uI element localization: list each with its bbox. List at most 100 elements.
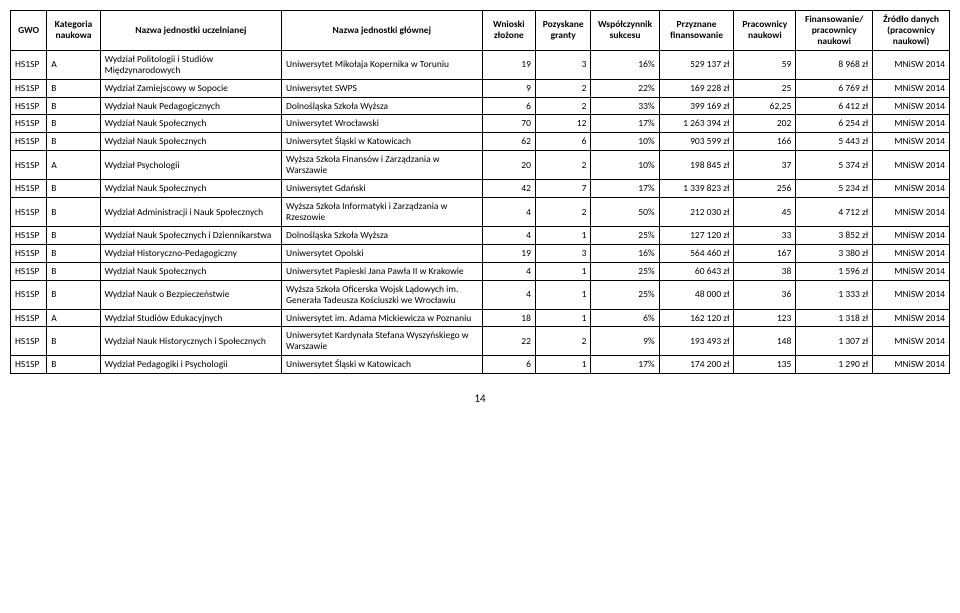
cell-pf: 903 599 zł [659, 133, 734, 151]
cell-ws: 25% [591, 280, 659, 309]
cell-pg: 2 [535, 198, 590, 227]
cell-zd: MNiSW 2014 [873, 262, 950, 280]
cell-kat: B [47, 180, 100, 198]
cell-nju: Wydział Nauk Społecznych [100, 180, 281, 198]
cell-gwo: HS1SP [11, 226, 47, 244]
th-wspolczynnik: Współczynnik sukcesu [591, 11, 659, 51]
cell-nju: Wydział Zamiejscowy w Sopocie [100, 79, 281, 97]
cell-fpn: 6 769 zł [796, 79, 873, 97]
cell-pf: 1 339 823 zł [659, 180, 734, 198]
cell-njg: Uniwersytet im. Adama Mickiewicza w Pozn… [282, 309, 483, 327]
table-row: HS1SPBWydział Nauk Społecznych i Dzienni… [11, 226, 950, 244]
cell-gwo: HS1SP [11, 151, 47, 180]
cell-pn: 166 [734, 133, 796, 151]
th-pozyskane: Pozyskane granty [535, 11, 590, 51]
cell-pn: 256 [734, 180, 796, 198]
cell-nju: Wydział Nauk Historycznych i Społecznych [100, 327, 281, 356]
cell-njg: Wyższa Szkoła Finansów i Zarządzania w W… [282, 151, 483, 180]
cell-nju: Wydział Nauk Społecznych [100, 262, 281, 280]
cell-zd: MNiSW 2014 [873, 226, 950, 244]
cell-zd: MNiSW 2014 [873, 180, 950, 198]
cell-wz: 9 [482, 79, 535, 97]
cell-nju: Wydział Nauk Społecznych [100, 133, 281, 151]
cell-wz: 6 [482, 97, 535, 115]
cell-pf: 193 493 zł [659, 327, 734, 356]
cell-zd: MNiSW 2014 [873, 151, 950, 180]
cell-kat: B [47, 115, 100, 133]
th-fin-prac: Finansowanie/ pracownicy naukowi [796, 11, 873, 51]
page: GWO Kategoria naukowa Nazwa jednostki uc… [0, 0, 960, 425]
cell-wz: 62 [482, 133, 535, 151]
cell-nju: Wydział Nauk Społecznych i Dziennikarstw… [100, 226, 281, 244]
cell-fpn: 3 380 zł [796, 244, 873, 262]
cell-wz: 42 [482, 180, 535, 198]
cell-pg: 12 [535, 115, 590, 133]
table-row: HS1SPBWydział Nauk Historycznych i Społe… [11, 327, 950, 356]
th-zrodlo: Źródło danych (pracownicy naukowi) [873, 11, 950, 51]
cell-wz: 18 [482, 309, 535, 327]
cell-kat: A [47, 309, 100, 327]
cell-ws: 9% [591, 327, 659, 356]
cell-pg: 2 [535, 151, 590, 180]
cell-ws: 17% [591, 356, 659, 374]
table-body: HS1SPAWydział Politologii i Studiów Międ… [11, 50, 950, 373]
cell-nju: Wydział Historyczno-Pedagogiczny [100, 244, 281, 262]
page-number: 14 [10, 392, 950, 405]
cell-zd: MNiSW 2014 [873, 115, 950, 133]
data-table: GWO Kategoria naukowa Nazwa jednostki uc… [10, 10, 950, 374]
cell-njg: Uniwersytet Kardynała Stefana Wyszyńskie… [282, 327, 483, 356]
cell-fpn: 6 412 zł [796, 97, 873, 115]
cell-gwo: HS1SP [11, 280, 47, 309]
cell-gwo: HS1SP [11, 244, 47, 262]
cell-pf: 174 200 zł [659, 356, 734, 374]
cell-pf: 127 120 zł [659, 226, 734, 244]
cell-pg: 3 [535, 244, 590, 262]
cell-njg: Dolnośląska Szkoła Wyższa [282, 226, 483, 244]
cell-pn: 167 [734, 244, 796, 262]
cell-fpn: 1 290 zł [796, 356, 873, 374]
th-nju: Nazwa jednostki uczelnianej [100, 11, 281, 51]
cell-pn: 59 [734, 50, 796, 79]
cell-fpn: 3 852 zł [796, 226, 873, 244]
cell-gwo: HS1SP [11, 327, 47, 356]
cell-kat: B [47, 280, 100, 309]
th-kategoria: Kategoria naukowa [47, 11, 100, 51]
cell-zd: MNiSW 2014 [873, 309, 950, 327]
cell-kat: B [47, 226, 100, 244]
cell-pn: 202 [734, 115, 796, 133]
cell-pf: 169 228 zł [659, 79, 734, 97]
cell-ws: 17% [591, 115, 659, 133]
cell-wz: 19 [482, 244, 535, 262]
table-row: HS1SPAWydział Studiów EdukacyjnychUniwer… [11, 309, 950, 327]
cell-pn: 135 [734, 356, 796, 374]
cell-pg: 1 [535, 226, 590, 244]
cell-pg: 2 [535, 79, 590, 97]
cell-pn: 62,25 [734, 97, 796, 115]
cell-ws: 25% [591, 262, 659, 280]
cell-zd: MNiSW 2014 [873, 198, 950, 227]
cell-kat: A [47, 151, 100, 180]
cell-pn: 148 [734, 327, 796, 356]
cell-zd: MNiSW 2014 [873, 356, 950, 374]
cell-gwo: HS1SP [11, 79, 47, 97]
cell-fpn: 1 333 zł [796, 280, 873, 309]
cell-zd: MNiSW 2014 [873, 97, 950, 115]
cell-njg: Uniwersytet Gdański [282, 180, 483, 198]
cell-fpn: 5 374 zł [796, 151, 873, 180]
cell-kat: B [47, 244, 100, 262]
cell-ws: 16% [591, 244, 659, 262]
cell-pg: 3 [535, 50, 590, 79]
cell-njg: Uniwersytet Śląski w Katowicach [282, 133, 483, 151]
cell-fpn: 8 968 zł [796, 50, 873, 79]
cell-pg: 1 [535, 356, 590, 374]
cell-pg: 2 [535, 327, 590, 356]
cell-njg: Wyższa Szkoła Informatyki i Zarządzania … [282, 198, 483, 227]
cell-pf: 529 137 zł [659, 50, 734, 79]
cell-kat: A [47, 50, 100, 79]
cell-gwo: HS1SP [11, 133, 47, 151]
cell-zd: MNiSW 2014 [873, 50, 950, 79]
cell-fpn: 4 712 zł [796, 198, 873, 227]
cell-pf: 212 030 zł [659, 198, 734, 227]
table-row: HS1SPBWydział Nauk SpołecznychUniwersyte… [11, 133, 950, 151]
cell-njg: Uniwersytet Mikołaja Kopernika w Toruniu [282, 50, 483, 79]
